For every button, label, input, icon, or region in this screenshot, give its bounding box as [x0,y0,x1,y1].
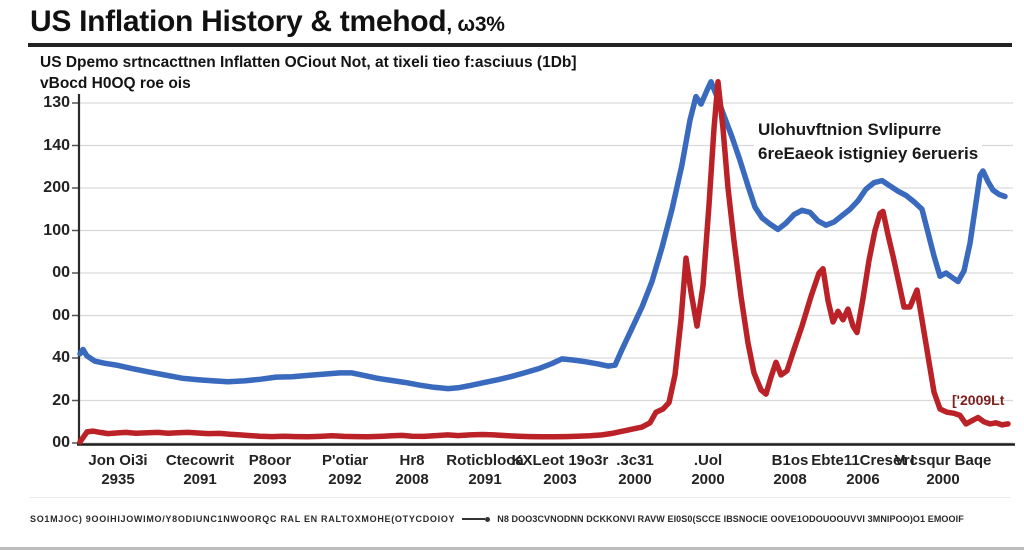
axis-footer-divider [30,497,1010,498]
legend-line [462,518,486,520]
y-axis-tick-label: 100 [43,221,70,239]
x-tick-name: .3c31 [616,452,654,469]
x-tick-year: 2008 [773,470,807,488]
chart-annotation-line1: Ulohuvftnion Svlipurre [758,120,942,139]
x-tick-year: 2003 [543,470,577,488]
chart-annotation: Ulohuvftnion Svlipurre 6reEaeok istignie… [754,118,983,166]
x-axis-tick-label: B1os 2008 [772,452,809,489]
x-axis-tick-label: Jon Oi3i 2935 [88,452,147,489]
y-axis-tick-label: 200 [43,179,70,196]
x-tick-year: 2000 [618,470,652,488]
y-axis-tick-label: 130 [43,94,70,111]
chart-note-2009: ['2009Lt [952,392,1005,408]
x-tick-name: Hr8 [399,452,425,469]
y-axis-tick-label: 20 [52,391,70,409]
x-tick-year: 2091 [468,470,502,488]
x-tick-name: P'otiar [321,452,369,469]
x-axis-tick-label: Ebte11Creset I 2006 [811,452,914,489]
chart-footnote: SO1MJOC) 9OOIHIJOWIMO/Y8ODIUNC1NWOORQC R… [30,514,1012,524]
y-axis-tick-label: 00 [52,434,70,451]
x-axis-tick-label: P8oor 2093 [249,452,292,489]
x-axis-tick-label: P'otiar 2092 [322,452,368,489]
footnote-right-text: N8 DOO3CVNODNN DCKKONVI RAVW EI0S0(SCCE … [497,514,964,524]
blue-series-line [77,79,1008,392]
x-tick-name: Vrcsqur Baqe [894,452,992,469]
x-tick-name: .Uol [693,452,723,469]
x-axis-tick-label: .3c31 2000 [616,452,654,489]
page-title: US Inflation History & tmehod, ω3% [30,5,505,39]
y-axis-tick-label: 140 [43,136,70,154]
x-tick-name: P8oor [248,452,292,469]
x-tick-year: 2000 [926,470,960,488]
x-tick-name: Roticblooa [446,452,524,469]
chart-subtitle: US Dpemo srtncacttnen Inflatten OCiout N… [40,52,577,94]
x-tick-name: Jon Oi3i [88,452,148,469]
legend-dot [485,516,491,522]
x-tick-year: 2008 [395,470,429,488]
x-tick-year: 2093 [253,470,287,488]
y-axis-tick-label: 40 [52,349,70,366]
page-title-suffix: , ω3% [446,13,505,36]
page-title-main: US Inflation History & tmehod [30,5,447,38]
chart-subtitle-line1: US Dpemo srtncacttnen Inflatten OCiout N… [40,54,577,71]
page-bottom-border [0,547,1024,550]
x-axis-tick-label: KXLeot 19o3r 2003 [512,452,609,489]
title-divider [28,43,1012,47]
x-tick-name: Ebte11Creset I [811,452,915,469]
legend-line-dot-icon [462,516,491,522]
x-tick-name: KXLeot 19o3r [511,452,609,469]
chart-annotation-line2: 6reEaeok istigniey 6erueris [758,144,979,163]
red-series-line [77,79,1011,445]
x-tick-year: 2935 [101,470,135,488]
x-axis-tick-label: .Uol 2000 [691,452,724,489]
x-axis-tick-label: Hr8 2008 [395,452,428,489]
x-tick-name: B1os [771,452,809,469]
y-axis-tick-label: 00 [52,264,70,281]
x-axis-tick-label: Roticblooa 2091 [446,452,524,489]
x-tick-name: Ctecowrit [165,452,235,469]
x-tick-year: 2092 [328,470,362,488]
x-axis-tick-label: Ctecowrit 2091 [166,452,234,489]
x-tick-year: 2006 [846,470,880,488]
x-tick-year: 2091 [183,470,217,488]
footnote-left-text: SO1MJOC) 9OOIHIJOWIMO/Y8ODIUNC1NWOORQC R… [30,514,456,524]
x-tick-year: 2000 [691,470,725,488]
x-axis-tick-label: Vrcsqur Baqe 2000 [895,452,992,489]
y-axis-tick-label: 00 [52,306,70,324]
chart-subtitle-line2: vBocd H0OQ roe ois [40,75,191,92]
